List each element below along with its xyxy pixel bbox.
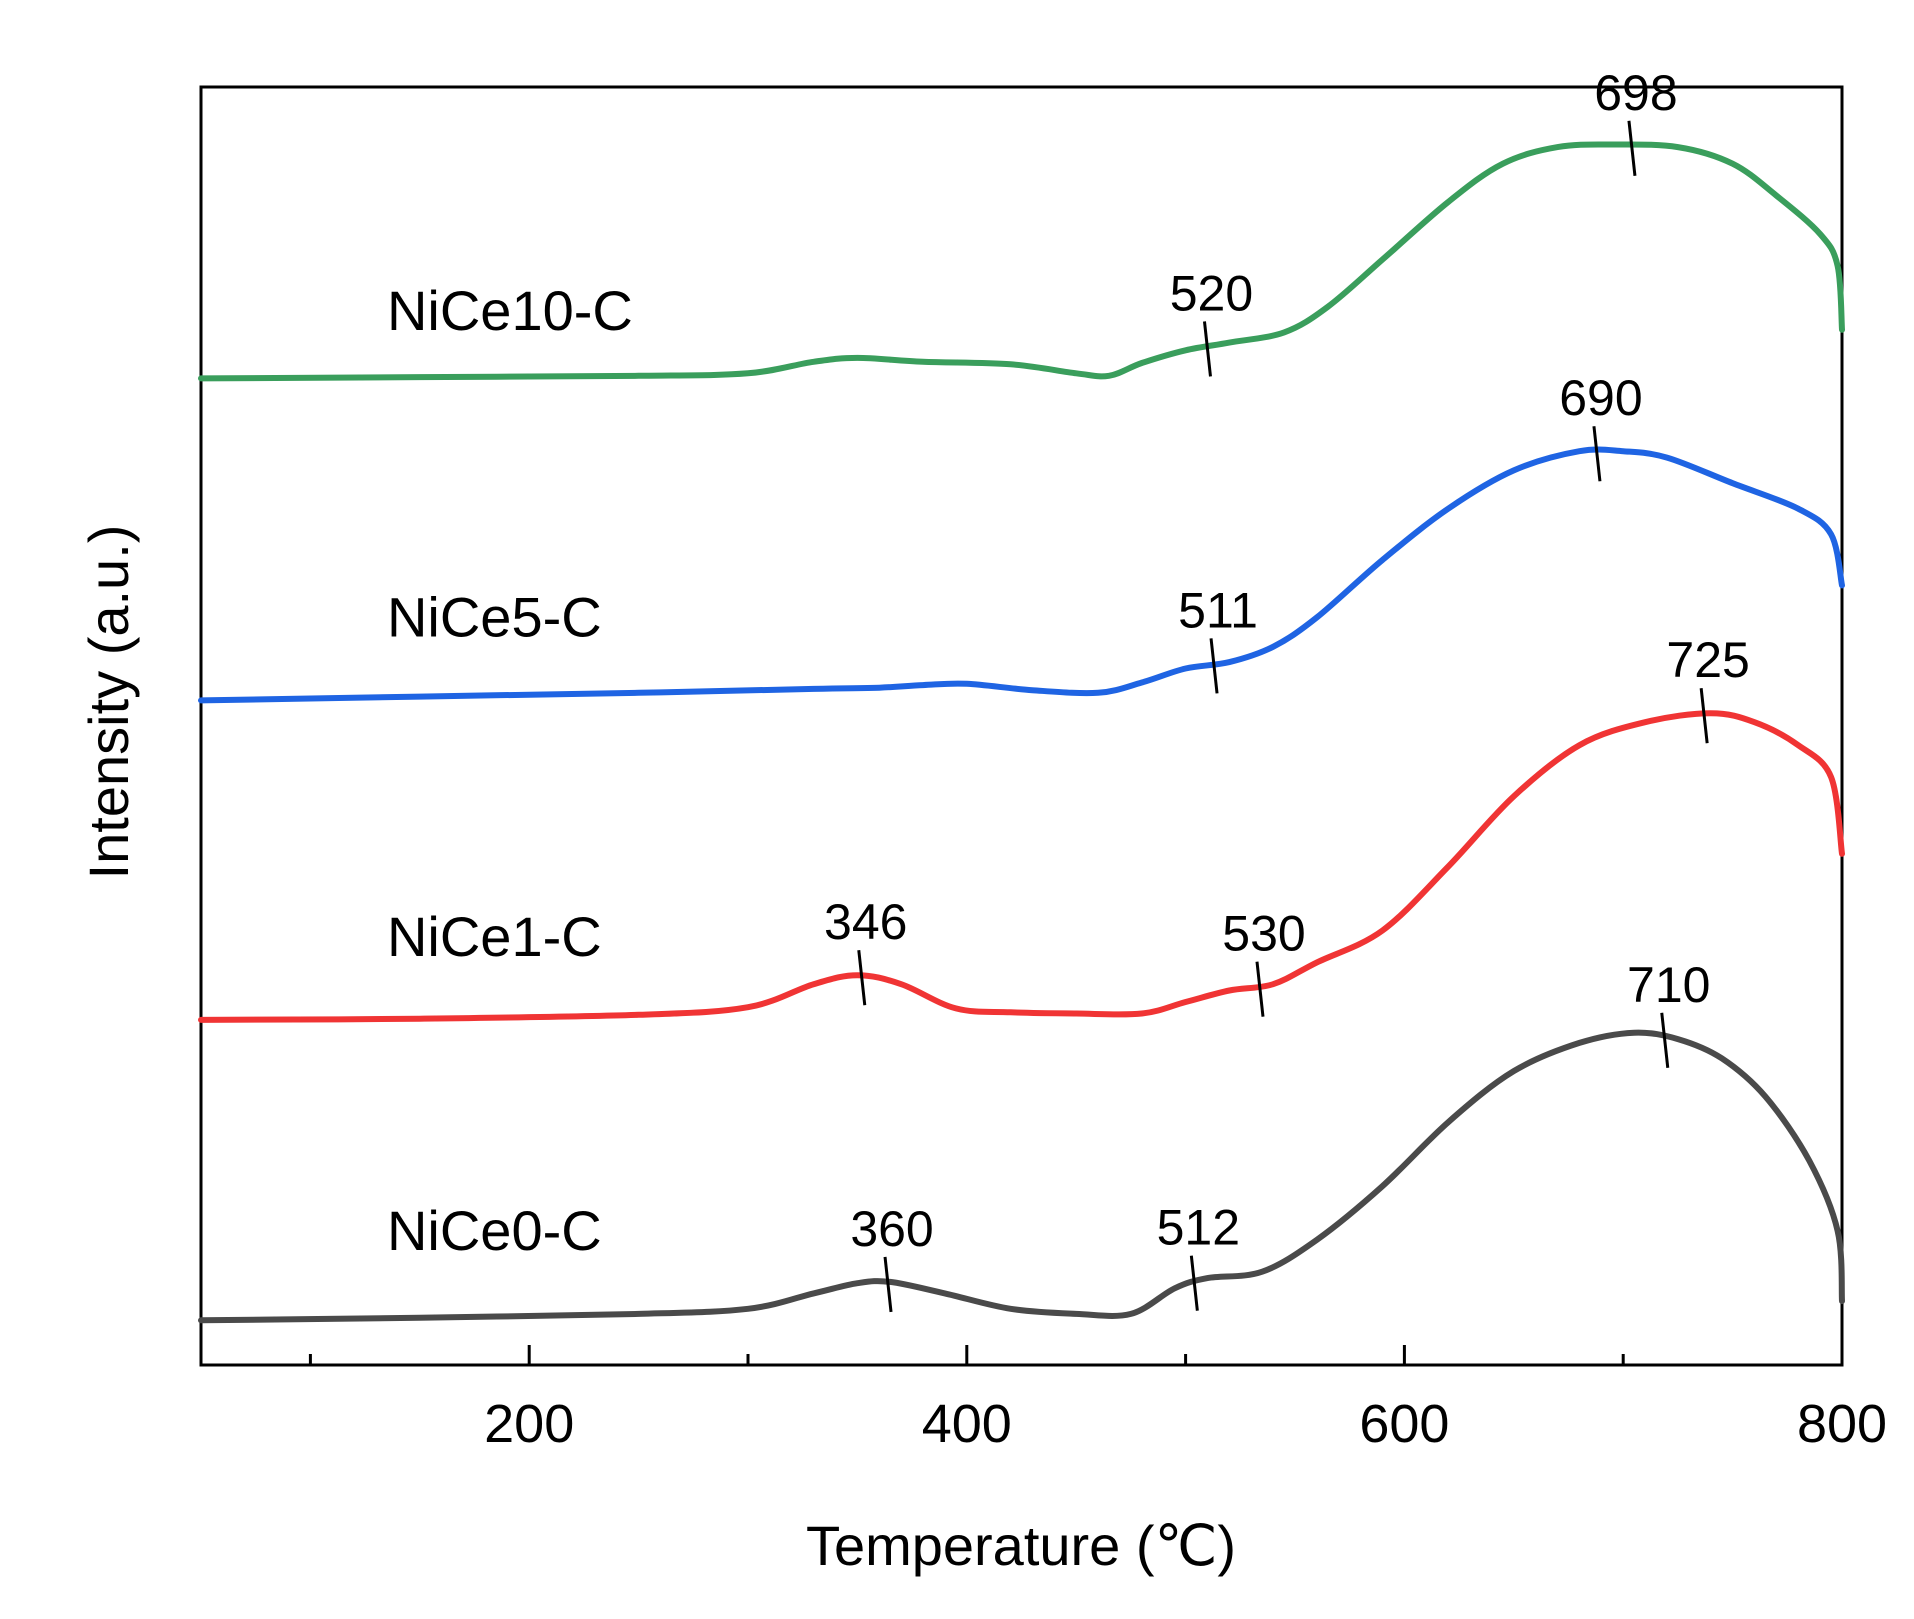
peak-marker-nice5-c-511: [1209, 638, 1219, 694]
y-axis-label: Intensity (a.u.): [77, 525, 140, 880]
peak-label-nice0-c-710: 710: [1627, 957, 1710, 1013]
peak-label-nice1-c-530: 530: [1222, 906, 1305, 962]
x-tick-label-600: 600: [1359, 1394, 1449, 1454]
peak-marker-nice0-c-512: [1189, 1255, 1199, 1311]
series-label-nice5-c: NiCe5-C: [387, 586, 602, 649]
peak-marker-nice0-c-360: [883, 1256, 893, 1313]
peak-label-nice10-c-520: 520: [1170, 265, 1253, 321]
peak-label-nice1-c-346: 346: [824, 894, 907, 950]
peak-marker-nice5-c-690: [1592, 426, 1602, 482]
peak-label-nice1-c-725: 725: [1666, 632, 1749, 688]
series-label-nice1-c: NiCe1-C: [387, 905, 602, 968]
series-label-nice0-c: NiCe0-C: [387, 1199, 602, 1262]
x-axis-label: Temperature (℃): [806, 1514, 1236, 1577]
peak-annotations: 360 512 710 346 530 725 511 690 520 698: [824, 65, 1750, 1313]
series-line-nice0-c: [198, 1029, 1845, 1324]
peak-marker-nice0-c-710: [1660, 1012, 1670, 1068]
peak-marker-nice1-c-346: [857, 950, 867, 1006]
peak-marker-nice1-c-530: [1255, 961, 1265, 1017]
peak-marker-nice1-c-725: [1699, 688, 1709, 744]
series-labels: NiCe0-C NiCe1-C NiCe5-C NiCe10-C: [387, 279, 633, 1262]
peak-label-nice10-c-698: 698: [1594, 65, 1677, 121]
series-layer: [198, 141, 1845, 1324]
peak-marker-nice10-c-698: [1627, 120, 1637, 176]
series-line-nice10-c: [198, 141, 1845, 382]
peak-label-nice0-c-360: 360: [850, 1201, 933, 1257]
x-tick-label-400: 400: [922, 1394, 1012, 1454]
peak-label-nice5-c-511: 511: [1178, 582, 1258, 638]
x-tick-label-200: 200: [484, 1394, 574, 1454]
series-line-nice5-c: [198, 446, 1845, 704]
peak-marker-nice10-c-520: [1202, 321, 1212, 377]
peak-label-nice0-c-512: 512: [1157, 1200, 1240, 1256]
peak-label-nice5-c-690: 690: [1559, 370, 1642, 426]
x-tick-label-800: 800: [1797, 1394, 1887, 1454]
series-line-nice1-c: [198, 710, 1845, 1023]
plot-frame: [199, 85, 1844, 1367]
series-label-nice10-c: NiCe10-C: [387, 279, 633, 342]
x-axis-ticks: 200 400 600 800: [308, 1345, 1887, 1454]
